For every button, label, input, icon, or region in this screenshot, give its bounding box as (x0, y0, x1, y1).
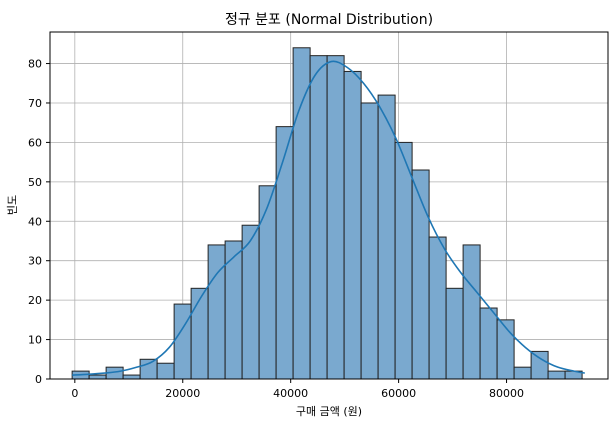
x-axis-ticks: 0 20000 40000 60000 80000 (71, 379, 524, 400)
histogram-bar (207, 244, 226, 380)
kde-curve (72, 60, 585, 376)
x-tick-label: 40000 (273, 387, 308, 400)
histogram-bar (343, 70, 362, 380)
x-axis-label: 구매 금액 (원) (296, 405, 362, 418)
histogram-bar (479, 307, 498, 380)
histogram-bar (139, 358, 158, 380)
histogram-bar (547, 370, 566, 380)
y-tick-label: 50 (28, 176, 42, 189)
histogram-bar (462, 244, 481, 380)
y-tick-label: 10 (28, 334, 42, 347)
y-tick-label: 40 (28, 215, 42, 228)
y-tick-label: 20 (28, 294, 42, 307)
x-tick-label: 80000 (489, 387, 524, 400)
histogram-bar (156, 362, 175, 380)
histogram-bars (71, 47, 583, 380)
x-tick-label: 20000 (165, 387, 200, 400)
histogram-bar (513, 366, 532, 380)
y-tick-label: 70 (28, 97, 42, 110)
y-tick-label: 60 (28, 136, 42, 149)
histogram-bar (190, 287, 209, 380)
histogram-bar (445, 287, 464, 380)
y-tick-label: 0 (35, 373, 42, 386)
histogram-bar (394, 141, 413, 380)
histogram-bar (88, 374, 107, 380)
histogram-bar (428, 236, 447, 380)
histogram-bar (258, 185, 277, 380)
x-tick-label: 60000 (381, 387, 416, 400)
histogram-bar (309, 55, 328, 380)
y-tick-label: 80 (28, 58, 42, 71)
y-tick-label: 30 (28, 255, 42, 268)
y-axis-ticks: 0 10 20 30 40 50 60 70 80 (28, 58, 50, 386)
histogram-bar (530, 350, 549, 380)
histogram-bar (326, 55, 345, 380)
histogram-bar (292, 47, 311, 380)
histogram-bar (173, 303, 192, 380)
y-axis-label: 빈도 (6, 195, 19, 215)
histogram-bar (377, 94, 396, 380)
chart-title: 정규 분포 (Normal Distribution) (225, 12, 433, 28)
x-tick-label: 0 (71, 387, 78, 400)
histogram-bar (275, 126, 294, 380)
plot-frame (49, 31, 609, 380)
histogram-bar (122, 374, 141, 380)
histogram-bar (360, 102, 379, 380)
histogram-bar (411, 169, 430, 380)
